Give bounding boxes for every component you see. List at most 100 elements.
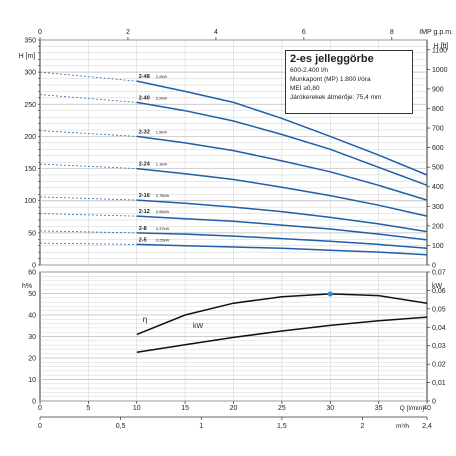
y-tick-label: 40	[28, 313, 36, 320]
top-tick-label: 4	[214, 29, 218, 36]
series-line	[136, 243, 428, 256]
series-label: 2-32	[139, 129, 150, 135]
series-label: 2-16	[139, 193, 150, 199]
efficiency-power-chart: 010203040506000,010,020,030,040,050,060,…	[22, 270, 446, 431]
y-right-tick-label: 500	[432, 165, 444, 172]
series-power-label: 0,55kW	[156, 209, 170, 214]
y-right-tick-label: 700	[432, 126, 444, 133]
series-power-label: 2,2kW	[156, 95, 168, 100]
x-tick-label: 30	[326, 405, 334, 412]
y-tick-label: 100	[24, 198, 36, 205]
series-dashed-extension	[39, 71, 137, 82]
m3h-axis-label: m³/h	[396, 423, 409, 430]
m3h-tick-label: 0,5	[116, 423, 126, 430]
series-power-label: 1,1kW	[156, 162, 168, 167]
y-right-tick-label: 600	[432, 145, 444, 152]
info-line: 600-2.400 l/h	[290, 67, 328, 74]
series-power-label: 0,75kW	[156, 193, 170, 198]
series-label: 2-5	[139, 237, 147, 243]
series-label: 2-12	[139, 209, 150, 215]
y-tick-label: 350	[24, 38, 36, 45]
series-line	[136, 101, 428, 187]
y-right-tick-label: 0,02	[432, 362, 446, 369]
y-right-tick-label: 800	[432, 106, 444, 113]
series-power-label: 2,2kW	[156, 74, 168, 79]
series-line	[136, 135, 428, 201]
m3h-tick-label: 2	[361, 423, 365, 430]
y-tick-label: 50	[28, 291, 36, 298]
y-right-tick-label: 0,01	[432, 380, 446, 387]
y-tick-label: 300	[24, 70, 36, 77]
series-label: 2-8	[139, 226, 147, 232]
y-axis-label: H [m]	[19, 53, 36, 60]
series-dashed-extension	[39, 242, 137, 245]
x-tick-label: 0	[38, 405, 42, 412]
y-right-tick-label: 100	[432, 243, 444, 250]
y-right-tick-label: 0,05	[432, 306, 446, 313]
y-right-axis-label: H [ft]	[434, 43, 449, 50]
y-tick-label: 150	[24, 166, 36, 173]
m3h-tick-label: 1,5	[277, 423, 287, 430]
y-right-tick-label: 0	[432, 399, 436, 406]
series-line	[136, 215, 428, 241]
x-tick-label: 40	[423, 405, 431, 412]
top-tick-label: 6	[302, 29, 306, 36]
m3h-tick-label: 0	[38, 423, 42, 430]
series-dashed-extension	[39, 163, 137, 169]
y-right-tick-label: 0,03	[432, 343, 446, 350]
y-tick-label: 30	[28, 334, 36, 341]
series-line	[136, 80, 428, 176]
y-right-tick-label: 200	[432, 223, 444, 230]
y-right-tick-label: 0	[432, 263, 436, 270]
x-tick-label: 25	[278, 405, 286, 412]
info-line: Munkapont (MP) 1.800 l/óra	[290, 76, 371, 83]
y-tick-label: 50	[28, 230, 36, 237]
series-dashed-extension	[39, 196, 137, 201]
chart-title: 2-es jelleggörbe	[290, 53, 374, 65]
power-label: kW	[193, 323, 204, 330]
series-label: 2-48	[139, 74, 150, 80]
series-dashed-extension	[39, 130, 137, 137]
y-tick-label: 0	[32, 263, 36, 270]
y-tick-label: 0	[32, 399, 36, 406]
top-tick-label: 8	[390, 29, 394, 36]
y-right-axis-label: kW	[432, 283, 443, 290]
series-dashed-extension	[39, 94, 137, 103]
series-dashed-extension	[39, 213, 137, 217]
info-line: MEI ≥0,80	[290, 85, 320, 92]
y-right-tick-label: 400	[432, 184, 444, 191]
y-right-tick-label: 0,06	[432, 288, 446, 295]
efficiency-label: η	[143, 315, 147, 324]
series-label: 2-40	[139, 95, 150, 101]
x-tick-label: 5	[86, 405, 90, 412]
top-tick-label: 2	[126, 29, 130, 36]
operating-point-marker	[327, 291, 333, 297]
y-tick-label: 200	[24, 134, 36, 141]
info-box: 2-es jelleggörbe 600-2.400 l/h Munkapont…	[285, 50, 413, 114]
y-tick-label: 10	[28, 377, 36, 384]
x-tick-label: 15	[181, 405, 189, 412]
y-right-tick-label: 0,04	[432, 325, 446, 332]
series-label: 2-24	[139, 162, 151, 168]
y-right-tick-label: 1000	[432, 67, 448, 74]
x-tick-label: 35	[375, 405, 383, 412]
y-right-tick-label: 1100	[432, 47, 447, 54]
power-line	[136, 316, 428, 353]
top-tick-label: 0	[38, 29, 42, 36]
x-tick-label: 20	[230, 405, 238, 412]
series-power-label: 1,5kW	[156, 129, 168, 134]
series-power-label: 0,25kW	[156, 237, 170, 242]
series-dashed-extension	[39, 230, 137, 234]
m3h-tick-label: 2,4	[422, 423, 432, 430]
series-line	[136, 199, 428, 233]
y-tick-label: 20	[28, 356, 36, 363]
y-tick-label: 60	[28, 270, 36, 277]
y-tick-label: 250	[24, 102, 36, 109]
top-axis-label: IMP g.p.m.	[419, 29, 453, 36]
y-right-tick-label: 300	[432, 204, 444, 211]
y-axis-label: h%	[22, 283, 32, 290]
x-tick-label: 10	[133, 405, 141, 412]
series-power-label: 0,37kW	[156, 226, 170, 231]
x-axis-label: Q [l/min]	[400, 405, 424, 412]
efficiency-line	[136, 293, 428, 336]
